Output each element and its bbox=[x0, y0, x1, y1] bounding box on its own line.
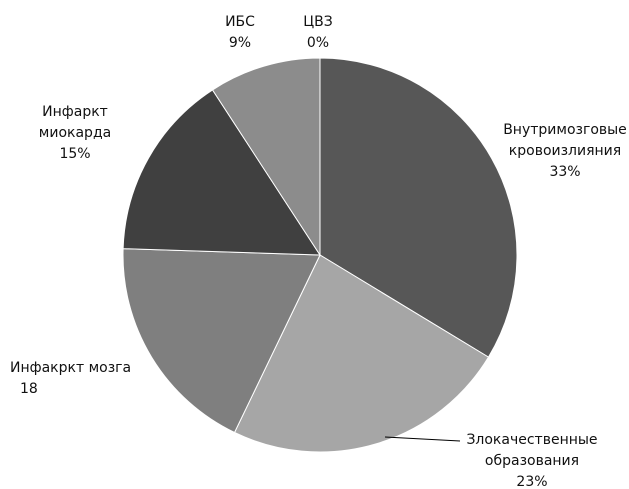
category-label: ИБС bbox=[225, 14, 255, 30]
value-label: 15% bbox=[59, 146, 91, 162]
slice-label: ЦВЗ 0% bbox=[303, 12, 332, 54]
category-label: Внутримозговые кровоизлияния bbox=[503, 122, 627, 159]
category-label: Инфаркт миокарда bbox=[38, 104, 112, 141]
leader-line bbox=[384, 436, 461, 442]
category-label: ЦВЗ bbox=[303, 14, 333, 30]
category-label: Инфакркт мозга bbox=[10, 360, 132, 376]
slice-label: Инфаркт миокарда 15% bbox=[39, 102, 111, 165]
pie-slice bbox=[233, 254, 490, 453]
value-label: 33% bbox=[549, 164, 581, 180]
value-label: 9% bbox=[228, 35, 252, 51]
slice-label: Внутримозговые кровоизлияния 33% bbox=[503, 120, 627, 183]
value-label: 0% bbox=[306, 35, 330, 51]
slice-label: ИБС 9% bbox=[225, 12, 255, 54]
category-label: Злокачественные образования bbox=[466, 432, 598, 469]
pie-slice bbox=[319, 57, 518, 358]
pie-slice bbox=[211, 57, 321, 257]
value-label: 23% bbox=[516, 474, 548, 489]
slice-label: Инфакркт мозга 18 bbox=[10, 358, 131, 400]
pie-slice bbox=[122, 248, 321, 434]
pie-slice bbox=[122, 89, 321, 256]
slice-label: Злокачественные образования 23% bbox=[466, 430, 597, 489]
value-label: 18 bbox=[20, 381, 38, 397]
